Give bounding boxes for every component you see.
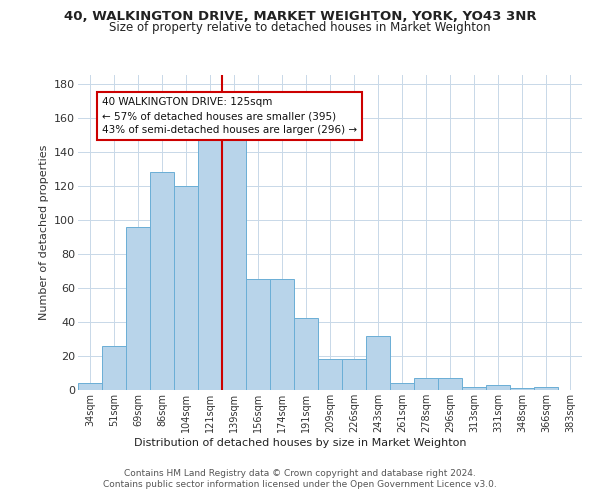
Text: Size of property relative to detached houses in Market Weighton: Size of property relative to detached ho… — [109, 21, 491, 34]
Bar — [126, 226, 150, 390]
Text: Distribution of detached houses by size in Market Weighton: Distribution of detached houses by size … — [134, 438, 466, 448]
Bar — [318, 360, 342, 390]
Bar — [414, 378, 438, 390]
Bar — [390, 383, 414, 390]
Bar — [366, 336, 390, 390]
Bar — [174, 186, 198, 390]
Bar — [246, 280, 270, 390]
Bar — [78, 383, 102, 390]
Text: 40, WALKINGTON DRIVE, MARKET WEIGHTON, YORK, YO43 3NR: 40, WALKINGTON DRIVE, MARKET WEIGHTON, Y… — [64, 10, 536, 23]
Bar — [534, 386, 558, 390]
Bar — [222, 131, 246, 390]
Bar — [462, 386, 486, 390]
Bar — [486, 385, 510, 390]
Bar — [294, 318, 318, 390]
Bar — [438, 378, 462, 390]
Text: Contains public sector information licensed under the Open Government Licence v3: Contains public sector information licen… — [103, 480, 497, 489]
Bar — [270, 280, 294, 390]
Bar — [198, 131, 222, 390]
Y-axis label: Number of detached properties: Number of detached properties — [38, 145, 49, 320]
Bar — [102, 346, 126, 390]
Bar — [342, 360, 366, 390]
Text: Contains HM Land Registry data © Crown copyright and database right 2024.: Contains HM Land Registry data © Crown c… — [124, 469, 476, 478]
Bar — [150, 172, 174, 390]
Bar — [510, 388, 534, 390]
Text: 40 WALKINGTON DRIVE: 125sqm
← 57% of detached houses are smaller (395)
43% of se: 40 WALKINGTON DRIVE: 125sqm ← 57% of det… — [102, 97, 357, 135]
